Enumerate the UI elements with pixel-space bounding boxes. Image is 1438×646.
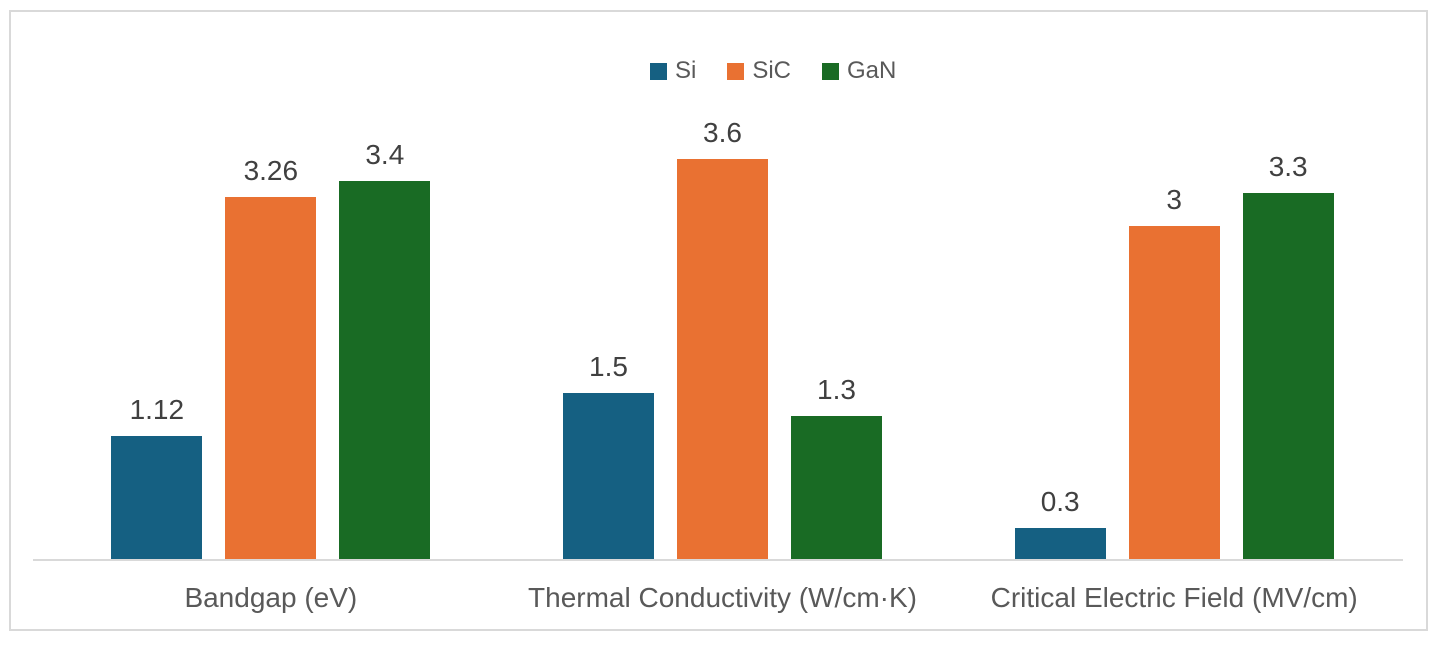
category-label: Critical Electric Field (MV/cm)	[990, 582, 1358, 613]
data-label: 3.3	[1268, 150, 1308, 182]
legend-swatch-icon	[822, 62, 840, 80]
legend-swatch-icon	[727, 62, 745, 80]
bar-si	[563, 393, 654, 561]
bar-column-gan: 3.4	[339, 138, 431, 561]
chart-card: Si SiC GaN 1.12 3.26 3.4 1.5 3.6 1.3 0.3 3 3.3 Ban…	[9, 10, 1428, 631]
bar-column-si: 1.5	[563, 351, 654, 561]
category-group: 1.12 3.26 3.4	[45, 101, 497, 561]
category-axis-labels: Bandgap (eV) Thermal Conductivity (W/cm·K…	[45, 581, 1400, 615]
data-label: 1.5	[589, 350, 628, 382]
bar-sic	[1128, 226, 1220, 561]
legend-label: Si	[675, 57, 697, 84]
bar-gan	[339, 181, 431, 561]
bar-column-si: 1.12	[111, 393, 203, 561]
legend-label: GaN	[847, 57, 897, 84]
data-label: 3.4	[365, 138, 405, 170]
legend-swatch-icon	[650, 62, 667, 80]
bar-column-sic: 3.26	[225, 154, 317, 561]
data-label: 3.26	[243, 154, 299, 186]
bar-column-gan: 3.3	[1242, 150, 1334, 561]
chart-legend: Si SiC GaN	[650, 54, 896, 88]
category-label: Thermal Conductivity (W/cm·K)	[528, 582, 917, 613]
bar-si	[111, 436, 203, 561]
category-group: 0.3 3 3.3	[948, 101, 1400, 561]
bar-column-sic: 3	[1128, 183, 1220, 561]
category-group: 1.5 3.6 1.3	[497, 101, 949, 561]
legend-item-si: Si	[650, 59, 696, 83]
bar-si	[1014, 528, 1106, 561]
legend-item-gan: GaN	[822, 59, 896, 83]
bar-sic	[225, 197, 317, 561]
bar-column-si: 0.3	[1014, 485, 1106, 561]
data-label: 1.3	[817, 373, 856, 405]
category-label: Bandgap (eV)	[184, 582, 358, 613]
legend-item-sic: SiC	[727, 59, 791, 83]
data-label: 3	[1166, 183, 1182, 215]
bar-gan	[791, 416, 882, 561]
data-label: 1.12	[129, 393, 185, 425]
data-label: 3.6	[703, 116, 742, 148]
legend-label: SiC	[752, 57, 792, 84]
bar-column-sic: 3.6	[677, 117, 768, 561]
bar-column-gan: 1.3	[791, 374, 882, 561]
bar-sic	[677, 159, 768, 561]
data-label: 0.3	[1040, 485, 1080, 517]
bar-gan	[1242, 193, 1334, 561]
plot-area: 1.12 3.26 3.4 1.5 3.6 1.3 0.3 3 3.3	[45, 101, 1400, 561]
x-axis-line	[33, 559, 1403, 561]
